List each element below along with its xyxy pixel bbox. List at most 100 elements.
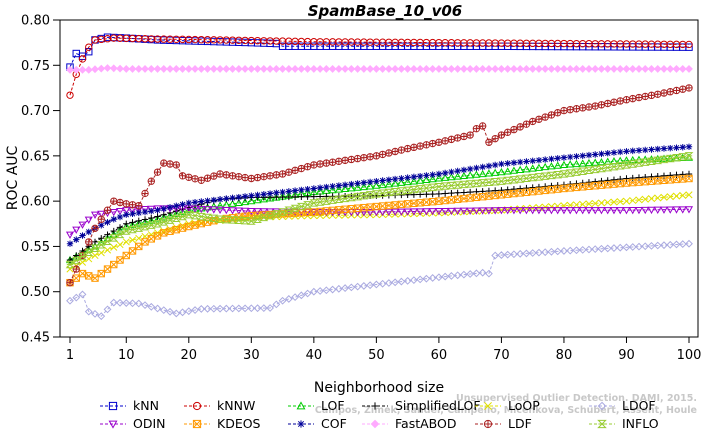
- point-cof: [148, 207, 155, 215]
- point-lof: [628, 155, 637, 164]
- point-lof: [422, 175, 431, 184]
- legend-item-ldof: LDOF: [589, 398, 656, 413]
- point-lof: [359, 182, 368, 191]
- point-lof: [147, 216, 156, 224]
- point-lof: [453, 172, 462, 180]
- point-ldof: [678, 240, 687, 248]
- point-loop: [597, 199, 606, 207]
- point-ldof: [159, 306, 168, 315]
- x-tick-label: 1: [66, 348, 74, 363]
- point-ldf: [103, 206, 112, 214]
- point-fastabod: [84, 65, 93, 74]
- point-ldof: [397, 277, 406, 286]
- point-ldof: [535, 248, 543, 257]
- point-simplifiedlof: [404, 191, 411, 199]
- series-odin: [65, 205, 694, 239]
- point-cof: [123, 211, 130, 218]
- point-odin: [516, 207, 525, 215]
- point-ldf: [391, 147, 399, 156]
- point-simplifiedlof: [448, 189, 455, 197]
- point-ldf: [485, 138, 493, 146]
- point-simplifiedlof: [610, 176, 618, 183]
- point-cof: [323, 183, 330, 191]
- legend-marker: [297, 420, 305, 428]
- point-lof: [478, 169, 487, 178]
- point-ldf: [660, 89, 668, 97]
- legend-item-lof: LOF: [288, 398, 345, 413]
- point-ldof: [653, 241, 662, 250]
- legend-label: kNNW: [217, 398, 255, 413]
- point-inflo: [597, 164, 606, 173]
- point-odin: [534, 207, 543, 215]
- point-inflo: [428, 183, 438, 192]
- x-tick-label: 40: [306, 348, 323, 363]
- point-ldf: [447, 135, 456, 144]
- point-lof: [472, 170, 481, 178]
- point-loop: [610, 198, 618, 206]
- point-ldf: [428, 139, 437, 148]
- point-cof: [673, 144, 680, 151]
- point-ldf: [85, 238, 93, 246]
- point-inflo: [465, 180, 475, 188]
- point-ldof: [391, 278, 400, 287]
- point-ldf: [135, 201, 143, 210]
- point-fastabod: [578, 65, 587, 73]
- point-cof: [510, 159, 518, 166]
- point-simplifiedlof: [567, 181, 574, 188]
- legend-marker: [192, 419, 202, 429]
- legend-item-simplifiedlof: SimplifiedLOF: [362, 398, 481, 413]
- point-lof: [447, 173, 456, 181]
- point-ldf: [210, 172, 218, 180]
- point-fastabod: [322, 65, 331, 73]
- point-ldf: [366, 153, 374, 161]
- point-ldf: [604, 99, 612, 108]
- point-ldof: [147, 302, 156, 311]
- point-lof: [128, 220, 137, 229]
- point-odin: [459, 207, 468, 215]
- point-cof: [573, 153, 580, 160]
- point-lof: [184, 205, 193, 214]
- point-fastabod: [572, 65, 581, 73]
- point-cof: [248, 192, 255, 199]
- point-simplifiedlof: [642, 173, 649, 181]
- point-fastabod: [278, 65, 287, 73]
- point-lof: [253, 196, 262, 204]
- point-inflo: [240, 217, 250, 225]
- point-loop: [585, 200, 593, 208]
- point-odin: [115, 208, 125, 216]
- point-cof: [304, 185, 311, 193]
- point-cof: [404, 174, 411, 181]
- point-loop: [85, 255, 93, 263]
- point-odin: [366, 208, 375, 217]
- point-fastabod: [241, 65, 249, 73]
- point-fastabod: [397, 65, 406, 73]
- point-simplifiedlof: [98, 235, 105, 242]
- point-ldf: [72, 265, 80, 273]
- point-loop: [103, 246, 112, 254]
- point-odin: [553, 207, 562, 215]
- point-odin: [547, 207, 556, 215]
- point-ldf: [522, 120, 531, 128]
- point-ldof: [585, 245, 593, 254]
- point-cof: [598, 150, 605, 158]
- point-ldof: [203, 304, 212, 313]
- point-odin: [522, 207, 531, 215]
- point-fastabod: [141, 65, 149, 73]
- point-cof: [116, 213, 124, 221]
- legend-marker: [483, 419, 493, 429]
- point-cof: [241, 193, 249, 200]
- point-cof: [316, 184, 324, 191]
- point-knnw: [66, 91, 74, 99]
- point-fastabod: [647, 65, 656, 73]
- point-fastabod: [147, 65, 156, 73]
- y-tick-label: 0.80: [21, 14, 50, 29]
- point-odin: [503, 207, 512, 215]
- point-ldf: [679, 85, 687, 93]
- point-lof: [247, 196, 256, 205]
- point-fastabod: [428, 65, 437, 73]
- point-odin: [559, 207, 568, 215]
- point-ldf: [272, 171, 281, 179]
- point-cof: [660, 145, 668, 152]
- point-inflo: [572, 168, 581, 176]
- point-cof: [679, 144, 686, 151]
